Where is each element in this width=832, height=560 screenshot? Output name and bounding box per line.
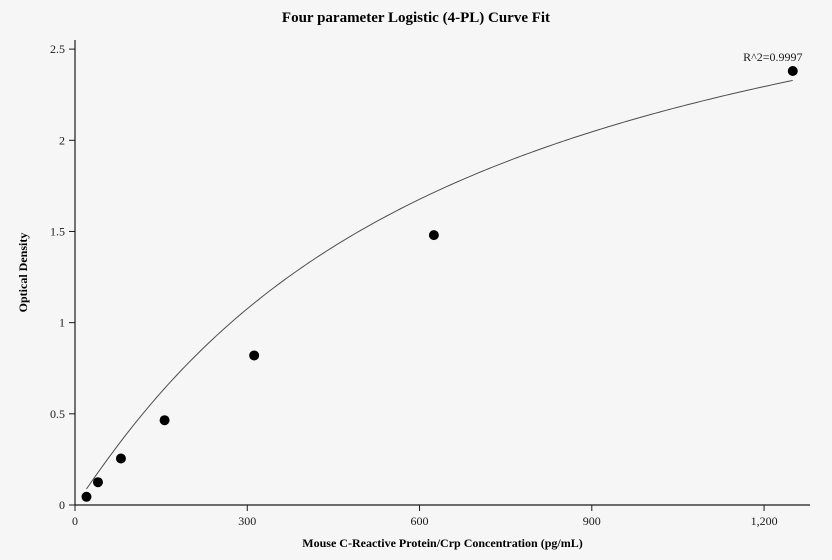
y-tick-label: 1 [59,316,65,330]
r-squared-annotation: R^2=0.9997 [743,50,802,64]
chart-title: Four parameter Logistic (4-PL) Curve Fit [282,10,550,26]
logistic-curve-chart: Four parameter Logistic (4-PL) Curve Fit… [0,0,832,560]
x-tick-label: 1,200 [751,514,778,528]
y-tick-label: 2.5 [50,42,65,56]
data-point-marker [93,478,102,487]
data-point-marker [788,67,797,76]
data-point-marker [116,454,125,463]
chart-container: Four parameter Logistic (4-PL) Curve Fit… [0,0,832,560]
data-point-marker [429,231,438,240]
x-tick-label: 0 [72,514,78,528]
x-tick-label: 300 [238,514,256,528]
x-tick-label: 600 [411,514,429,528]
x-axis-label: Mouse C-Reactive Protein/Crp Concentrati… [302,536,582,550]
data-point-marker [82,492,91,501]
y-tick-label: 1.5 [50,224,65,238]
data-point-marker [160,416,169,425]
y-tick-label: 2 [59,133,65,147]
y-tick-label: 0 [59,498,65,512]
y-axis-label: Optical Density [16,233,30,313]
data-point-marker [250,351,259,360]
x-tick-label: 900 [583,514,601,528]
y-tick-label: 0.5 [50,407,65,421]
